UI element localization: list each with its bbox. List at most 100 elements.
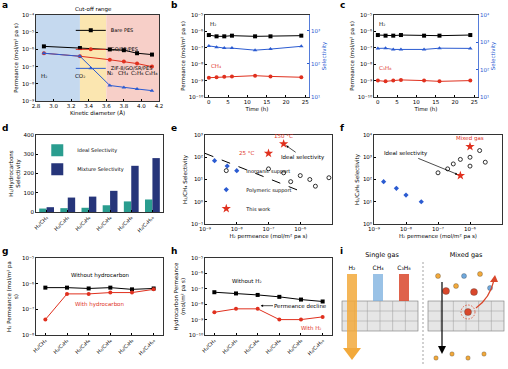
svg-text:10⁻⁶: 10⁻⁶ — [191, 28, 204, 34]
svg-text:10⁻⁸: 10⁻⁸ — [360, 61, 373, 67]
svg-text:With hydrocarbon: With hydrocarbon — [75, 301, 124, 308]
svg-text:10⁻⁸: 10⁻⁸ — [400, 226, 413, 232]
svg-text:10⁻⁵: 10⁻⁵ — [22, 255, 34, 261]
svg-text:200: 200 — [24, 170, 35, 176]
svg-text:3.6: 3.6 — [102, 103, 111, 109]
svg-text:10⁰: 10⁰ — [363, 221, 373, 227]
svg-text:0: 0 — [31, 209, 35, 215]
svg-text:Single gas: Single gas — [365, 251, 399, 259]
svg-text:10³: 10³ — [480, 39, 489, 45]
svg-text:Inorganic support: Inorganic support — [246, 168, 290, 175]
svg-text:Hydrocarbon Permeance(mol/m² p: Hydrocarbon Permeance(mol/m² pa s) — [173, 262, 187, 330]
svg-text:10⁻⁷: 10⁻⁷ — [191, 45, 203, 51]
svg-text:H₂/CH₄: H₂/CH₄ — [33, 215, 49, 231]
svg-text:H₂/C₃H₈ Selectivity: H₂/C₃H₈ Selectivity — [354, 153, 361, 205]
svg-text:Permeance (mol/m² pa s): Permeance (mol/m² pa s) — [13, 23, 20, 93]
svg-text:CH₄: CH₄ — [118, 70, 129, 76]
svg-text:10: 10 — [244, 99, 251, 105]
svg-text:10⁰: 10⁰ — [194, 199, 204, 205]
svg-text:CO₂: CO₂ — [75, 73, 85, 79]
svg-text:10¹: 10¹ — [194, 176, 203, 182]
svg-text:10³: 10³ — [311, 28, 320, 34]
svg-text:H₂/CH₄: H₂/CH₄ — [201, 338, 217, 354]
svg-text:10⁻¹: 10⁻¹ — [191, 221, 203, 227]
svg-text:CH₄: CH₄ — [372, 264, 384, 271]
svg-text:10⁻⁹: 10⁻⁹ — [191, 78, 203, 84]
svg-text:H₂/C₄H₁₀: H₂/C₄H₁₀ — [136, 215, 155, 234]
svg-text:H₂ permeance (mol/m² pa s): H₂ permeance (mol/m² pa s) — [399, 233, 477, 240]
svg-text:H₂/C₃H₆: H₂/C₃H₆ — [95, 215, 112, 232]
svg-text:Polymeric support: Polymeric support — [246, 187, 291, 194]
svg-text:25: 25 — [302, 99, 309, 105]
svg-text:15: 15 — [432, 99, 439, 105]
svg-text:H₂/C₃H₈: H₂/C₃H₈ — [286, 338, 303, 355]
svg-text:Mixture Selectivity: Mixture Selectivity — [77, 166, 124, 173]
svg-text:20: 20 — [282, 99, 289, 105]
svg-text:H₂ Permeance (mol/m² pas): H₂ Permeance (mol/m² pas) — [6, 261, 19, 332]
svg-text:10⁻⁶: 10⁻⁶ — [191, 270, 204, 276]
svg-text:H₂: H₂ — [210, 21, 216, 27]
svg-text:10⁻⁸: 10⁻⁸ — [22, 332, 35, 338]
svg-text:Time (h): Time (h) — [414, 106, 438, 112]
svg-text:H₂/CH₄: H₂/CH₄ — [32, 338, 48, 354]
svg-text:10⁻⁹: 10⁻⁹ — [199, 226, 211, 232]
svg-text:10⁻⁶: 10⁻⁶ — [360, 28, 373, 34]
svg-text:10³: 10³ — [363, 154, 372, 160]
svg-text:100: 100 — [24, 190, 35, 196]
svg-text:10²: 10² — [480, 67, 489, 73]
svg-text:10⁻⁷: 10⁻⁷ — [22, 306, 34, 312]
svg-text:H₂/C₂H₆: H₂/C₂H₆ — [74, 215, 91, 232]
svg-text:0: 0 — [376, 99, 380, 105]
svg-text:H₂/C₃H₆: H₂/C₃H₆ — [95, 338, 112, 355]
svg-text:C₃H₈: C₃H₈ — [379, 65, 392, 71]
svg-text:25 °C: 25 °C — [239, 150, 254, 156]
svg-text:10⁻⁹: 10⁻⁹ — [191, 317, 203, 323]
svg-text:CH₄: CH₄ — [211, 63, 222, 69]
svg-text:3.2: 3.2 — [67, 103, 76, 109]
svg-text:H₂: H₂ — [379, 21, 385, 27]
svg-text:10: 10 — [413, 99, 420, 105]
svg-text:10²: 10² — [311, 61, 320, 67]
svg-text:10³: 10³ — [194, 132, 203, 138]
svg-text:25: 25 — [471, 99, 478, 105]
svg-text:10⁻⁴: 10⁻⁴ — [22, 12, 35, 18]
svg-text:Kinetic diameter (Å): Kinetic diameter (Å) — [70, 109, 125, 116]
svg-text:Without H₂: Without H₂ — [232, 278, 262, 284]
svg-text:H₂/C₄H₁₀: H₂/C₄H₁₀ — [306, 338, 325, 357]
svg-text:10⁻⁸: 10⁻⁸ — [191, 61, 204, 67]
svg-text:H₂/C₃H₈: H₂/C₃H₈ — [117, 338, 134, 355]
svg-text:C₃H₈: C₃H₈ — [145, 70, 158, 76]
svg-text:10⁻⁹: 10⁻⁹ — [360, 78, 372, 84]
svg-text:Mixed gas: Mixed gas — [456, 135, 484, 142]
svg-text:H₂/CH₄ Selectivity: H₂/CH₄ Selectivity — [182, 154, 189, 204]
svg-text:10⁻⁸: 10⁻⁸ — [231, 226, 244, 232]
svg-text:3.8: 3.8 — [119, 103, 128, 109]
svg-text:H₂/C₂H₄: H₂/C₂H₄ — [53, 215, 70, 232]
svg-text:H₂/C₂H₄: H₂/C₂H₄ — [52, 338, 69, 355]
svg-text:4.2: 4.2 — [155, 103, 164, 109]
svg-text:H₂: H₂ — [349, 264, 357, 271]
svg-text:10²: 10² — [194, 154, 203, 160]
svg-text:10⁻⁵: 10⁻⁵ — [22, 29, 34, 35]
svg-text:10⁻¹⁰: 10⁻¹⁰ — [189, 94, 204, 100]
svg-text:Bare PES: Bare PES — [111, 27, 133, 33]
svg-text:Time (h): Time (h) — [245, 106, 269, 112]
svg-text:H₂/C₃H₆: H₂/C₃H₆ — [264, 338, 281, 355]
svg-text:10⁻⁶: 10⁻⁶ — [22, 46, 35, 52]
svg-text:Mixed gas: Mixed gas — [450, 251, 483, 259]
svg-text:5: 5 — [226, 99, 230, 105]
svg-text:2.8: 2.8 — [32, 103, 41, 109]
svg-text:10⁻⁸: 10⁻⁸ — [22, 81, 35, 87]
svg-text:10⁻⁸: 10⁻⁸ — [191, 301, 204, 307]
svg-text:H₂/C₄H₁₀: H₂/C₄H₁₀ — [137, 338, 156, 357]
svg-text:GO/SR/PES: GO/SR/PES — [111, 46, 138, 52]
svg-text:10⁻⁷: 10⁻⁷ — [360, 45, 372, 51]
svg-text:H₂/C₂H₆: H₂/C₂H₆ — [243, 338, 260, 355]
svg-text:10⁻⁵: 10⁻⁵ — [360, 12, 372, 18]
svg-text:10⁻⁷: 10⁻⁷ — [432, 226, 444, 232]
svg-text:10⁻¹⁰: 10⁻¹⁰ — [358, 94, 373, 100]
svg-text:10⁻⁶: 10⁻⁶ — [294, 226, 307, 232]
svg-text:10⁴: 10⁴ — [480, 12, 490, 18]
svg-text:5: 5 — [395, 99, 399, 105]
svg-text:10¹: 10¹ — [363, 199, 372, 205]
